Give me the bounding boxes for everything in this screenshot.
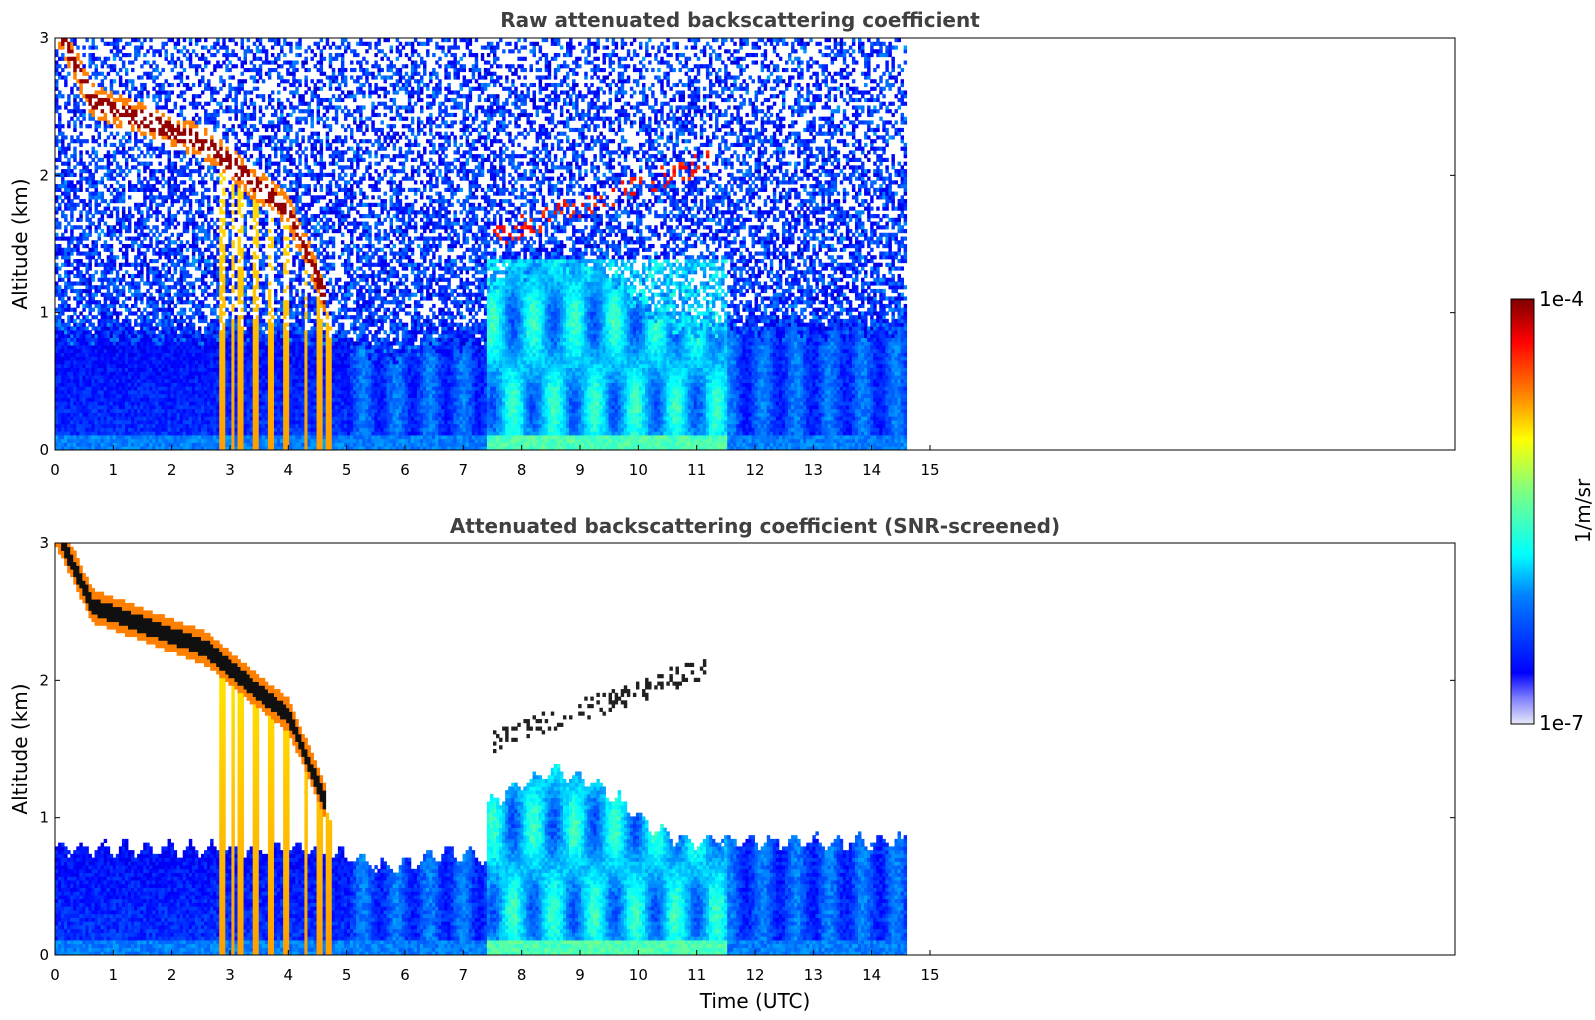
y-tick-label: 1	[39, 304, 49, 322]
colorbar-max-label: 1e-4	[1539, 287, 1584, 311]
y-tick-labels: 0 1 2 3	[39, 29, 1455, 459]
x-tick-label: 1	[109, 461, 119, 479]
x-tick-label: 3	[225, 461, 235, 479]
x-tick-label: 11	[687, 461, 706, 479]
x-tick-label: 1	[109, 966, 119, 984]
y-axis-label: Altitude (km)	[8, 683, 32, 814]
y-axis-label: Altitude (km)	[8, 178, 32, 309]
x-tick-label: 4	[284, 461, 294, 479]
x-tick-labels: 0 1 2 3 4 5 6 7 8 9 10 11 12 13 14 15	[50, 950, 940, 984]
x-tick-label: 8	[517, 461, 527, 479]
x-tick-label: 11	[687, 966, 706, 984]
x-tick-label: 5	[342, 966, 352, 984]
panel-title-raw: Raw attenuated backscattering coefficien…	[500, 8, 980, 32]
x-tick-label: 2	[167, 966, 177, 984]
y-tick-label: 1	[39, 809, 49, 827]
x-tick-label: 7	[459, 461, 469, 479]
y-tick-label: 2	[39, 166, 49, 184]
colorbar-units-label: 1/m/sr	[1571, 478, 1595, 543]
x-tick-label: 14	[862, 966, 881, 984]
panel-title-screened: Attenuated backscattering coefficient (S…	[450, 514, 1060, 538]
y-tick-label: 0	[39, 441, 49, 459]
x-tick-label: 5	[342, 461, 352, 479]
y-tick-label: 2	[39, 671, 49, 689]
x-tick-label: 9	[575, 966, 585, 984]
y-tick-label: 3	[39, 534, 49, 552]
x-tick-label: 13	[804, 461, 823, 479]
heatmap-screened	[55, 543, 908, 956]
x-tick-label: 12	[745, 966, 764, 984]
x-tick-label: 12	[745, 461, 764, 479]
x-axis-label: Time (UTC)	[699, 989, 811, 1013]
x-tick-label: 0	[50, 461, 60, 479]
heatmap-raw	[55, 38, 908, 451]
x-tick-label: 3	[225, 966, 235, 984]
raw-backscatter-panel: Raw attenuated backscattering coefficien…	[8, 8, 1456, 479]
x-tick-label: 2	[167, 461, 177, 479]
screened-backscatter-panel: Attenuated backscattering coefficient (S…	[8, 514, 1456, 1013]
x-tick-label: 8	[517, 966, 527, 984]
x-tick-label: 10	[629, 461, 648, 479]
x-tick-labels: 0 1 2 3 4 5 6 7 8 9 10 11 12 13 14 15	[50, 445, 940, 479]
x-tick-label: 15	[920, 461, 939, 479]
colorbar: 1e-4 1e-7 1/m/sr	[1510, 287, 1595, 735]
y-tick-label: 0	[39, 946, 49, 964]
x-tick-label: 6	[400, 461, 410, 479]
x-tick-label: 6	[400, 966, 410, 984]
colorbar-ramp	[1510, 298, 1535, 725]
x-tick-label: 13	[804, 966, 823, 984]
x-tick-label: 10	[629, 966, 648, 984]
x-tick-label: 9	[575, 461, 585, 479]
x-tick-label: 7	[459, 966, 469, 984]
y-tick-label: 3	[39, 29, 49, 47]
x-tick-label: 4	[284, 966, 294, 984]
y-tick-labels: 0 1 2 3	[39, 534, 1455, 964]
colorbar-min-label: 1e-7	[1539, 711, 1584, 735]
x-tick-label: 15	[920, 966, 939, 984]
x-tick-label: 0	[50, 966, 60, 984]
x-tick-label: 14	[862, 461, 881, 479]
